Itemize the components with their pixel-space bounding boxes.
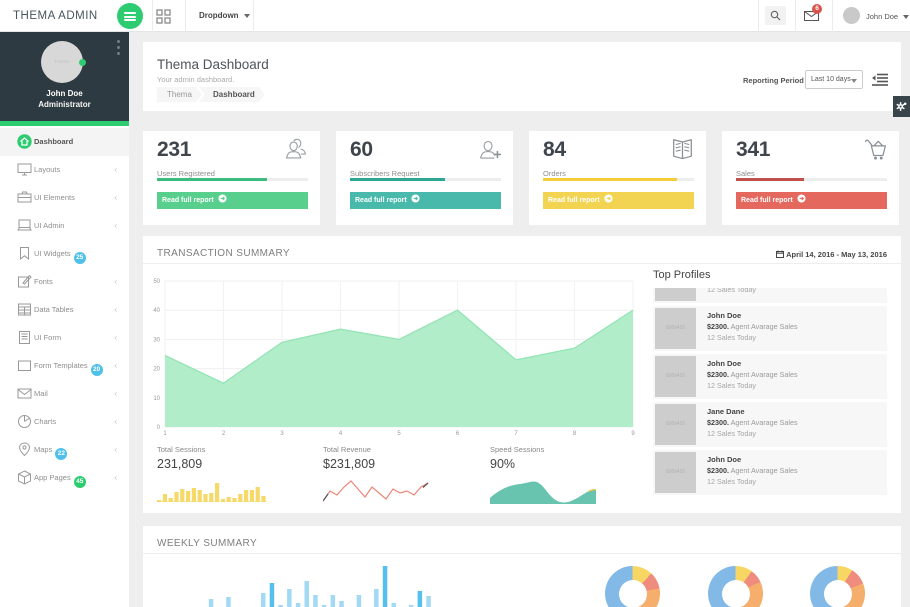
svg-text:30: 30 bbox=[153, 337, 160, 343]
svg-text:9: 9 bbox=[631, 431, 635, 437]
svg-text:50: 50 bbox=[153, 279, 160, 285]
svg-text:2: 2 bbox=[222, 431, 226, 437]
svg-text:6: 6 bbox=[456, 431, 460, 437]
svg-text:40: 40 bbox=[153, 308, 160, 314]
svg-text:3: 3 bbox=[280, 431, 284, 437]
svg-text:0: 0 bbox=[157, 425, 161, 431]
svg-text:10: 10 bbox=[153, 396, 160, 402]
svg-text:4: 4 bbox=[339, 431, 343, 437]
svg-text:1: 1 bbox=[163, 431, 167, 437]
svg-text:20: 20 bbox=[153, 367, 160, 373]
svg-text:7: 7 bbox=[514, 431, 518, 437]
svg-text:5: 5 bbox=[397, 431, 401, 437]
svg-text:8: 8 bbox=[573, 431, 577, 437]
